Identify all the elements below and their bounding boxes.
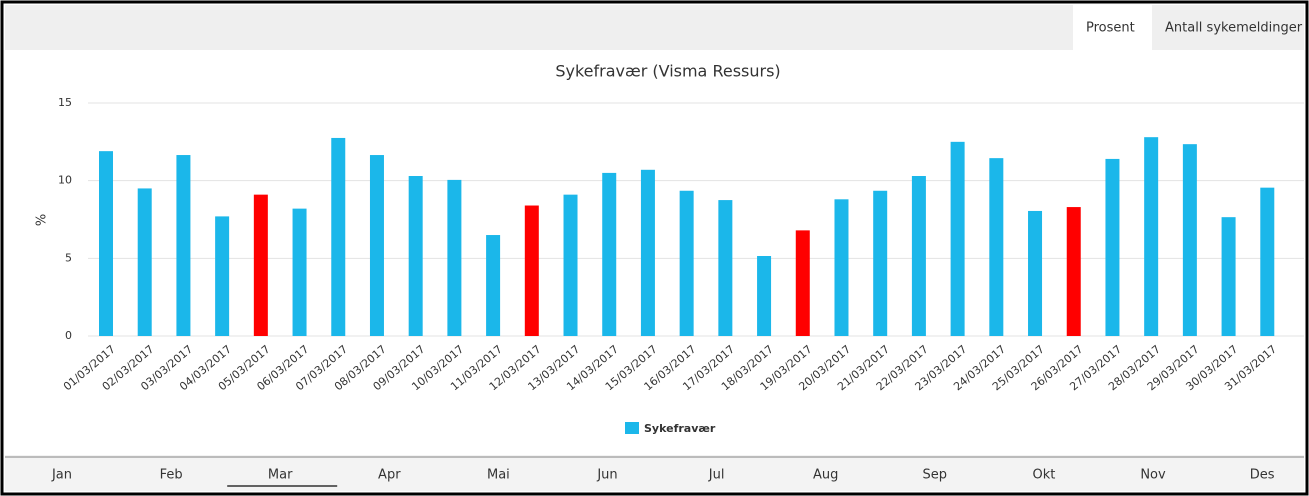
bar xyxy=(99,151,113,336)
legend-label: Sykefravær xyxy=(644,422,716,435)
month-tab[interactable]: Mai xyxy=(487,468,510,483)
legend-swatch xyxy=(625,422,639,434)
bar xyxy=(253,194,268,336)
bar xyxy=(1144,137,1159,336)
bar xyxy=(1260,187,1275,336)
bar xyxy=(292,208,307,336)
tab[interactable]: Prosent xyxy=(1086,21,1135,36)
bar xyxy=(911,176,926,336)
month-tab[interactable]: Jun xyxy=(596,468,617,483)
month-tab[interactable]: Des xyxy=(1250,468,1275,483)
bar xyxy=(447,179,462,336)
bar xyxy=(757,256,772,336)
bar xyxy=(215,216,230,336)
month-bar xyxy=(5,455,1304,491)
bar xyxy=(679,190,694,336)
y-tick-label: 0 xyxy=(65,329,72,342)
bar xyxy=(486,235,501,336)
month-tab[interactable]: Jan xyxy=(51,468,72,483)
month-tab[interactable]: Feb xyxy=(160,468,183,483)
bar xyxy=(369,155,384,336)
month-tab[interactable]: Nov xyxy=(1140,468,1166,483)
bar xyxy=(834,199,849,336)
chart-title: Sykefravær (Visma Ressurs) xyxy=(555,62,780,81)
month-tab[interactable]: Okt xyxy=(1032,468,1055,483)
month-tab[interactable]: Sep xyxy=(923,468,948,483)
y-tick-label: 10 xyxy=(58,174,72,187)
bar xyxy=(640,169,655,336)
tab-active xyxy=(1073,5,1152,50)
bar xyxy=(602,172,617,336)
bar xyxy=(1028,210,1043,336)
bar xyxy=(950,141,965,336)
month-tab[interactable]: Apr xyxy=(378,468,401,483)
bar xyxy=(563,194,578,336)
month-tab[interactable]: Aug xyxy=(813,468,838,483)
month-tab[interactable]: Mar xyxy=(268,468,293,483)
bar xyxy=(137,188,152,336)
bar xyxy=(1105,158,1120,336)
month-tab[interactable]: Jul xyxy=(708,468,725,483)
bar xyxy=(795,230,810,336)
bar xyxy=(408,176,423,336)
bar xyxy=(331,137,346,336)
bar xyxy=(524,205,539,336)
y-axis-label: % xyxy=(35,214,50,226)
bar xyxy=(873,190,888,336)
tab[interactable]: Antall sykemeldinger xyxy=(1165,21,1303,36)
y-tick-label: 15 xyxy=(58,96,72,109)
bar xyxy=(176,155,191,336)
bar xyxy=(1182,144,1197,336)
bar xyxy=(989,158,1004,336)
bar xyxy=(1221,217,1236,336)
bar xyxy=(718,200,733,336)
y-tick-label: 5 xyxy=(65,251,72,264)
bar xyxy=(1066,207,1081,336)
